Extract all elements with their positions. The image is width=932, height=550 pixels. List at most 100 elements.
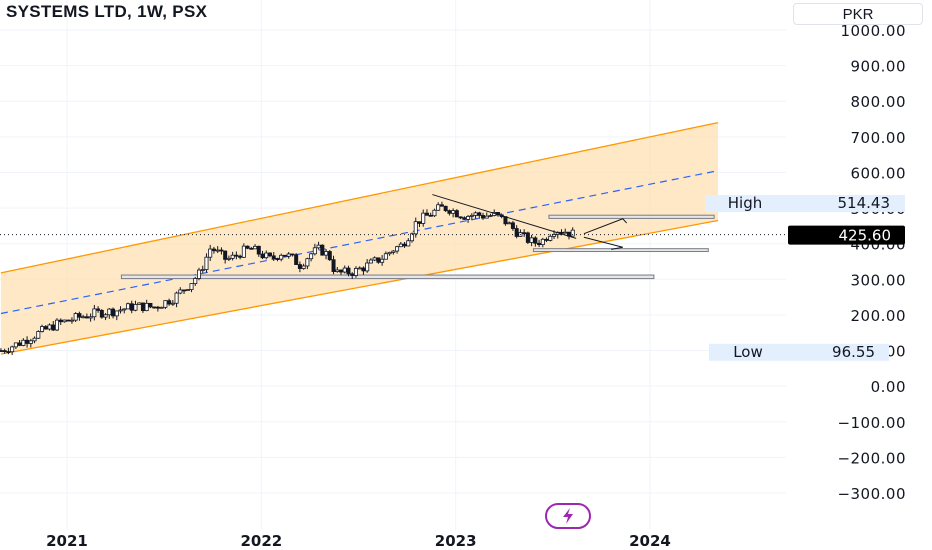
candle-body (439, 204, 444, 207)
candle-body (350, 273, 355, 276)
candle-body (114, 310, 119, 317)
candle-body (88, 316, 93, 319)
candlestick-series (0, 201, 575, 356)
high-label: High (728, 194, 762, 212)
candle-body (163, 300, 168, 308)
candle-body (312, 247, 317, 255)
candle-body (96, 308, 101, 311)
candle-body (40, 326, 45, 332)
candle-body (301, 265, 306, 269)
candle-body (32, 337, 37, 342)
candle-body (406, 240, 411, 247)
candle-body (238, 255, 243, 258)
candle-body (245, 245, 250, 249)
candle-body (36, 331, 41, 339)
candle-body (357, 267, 362, 270)
y-tick-label: −100.00 (837, 414, 906, 432)
candle-body (92, 308, 97, 318)
channel-mid-line (0, 170, 719, 315)
candle-body (111, 308, 116, 317)
candle-body (286, 253, 291, 257)
candle-body (178, 289, 183, 294)
candle-body (66, 319, 71, 322)
candle-body (451, 210, 456, 214)
candle-body (17, 342, 22, 346)
candle-body (570, 229, 575, 237)
candle-body (223, 250, 228, 260)
last-price-value: 425.60 (839, 227, 892, 245)
candle-body (249, 247, 254, 250)
candle-body (133, 304, 138, 311)
candle-body (398, 243, 403, 248)
high-value: 514.43 (838, 194, 891, 212)
candle-body (62, 319, 67, 323)
candle-body (294, 254, 299, 265)
candle-body (28, 340, 33, 344)
price-axis[interactable]: 1000.00900.00800.00700.00600.00500.00400… (837, 22, 906, 503)
candle-body (522, 232, 527, 235)
candle-body (563, 231, 568, 234)
candle-body (481, 215, 486, 219)
candle-body (6, 351, 11, 353)
support-zones (120, 214, 715, 280)
candle-body (264, 252, 269, 259)
candle-body (462, 217, 467, 220)
candle-body (182, 289, 187, 292)
time-axis[interactable]: 2021 2022 2023 2024 (46, 532, 671, 550)
candle-body (488, 215, 493, 217)
candle-body (241, 245, 246, 258)
candle-body (544, 238, 549, 241)
tradingview-logo[interactable] (545, 503, 591, 529)
y-tick-label: 700.00 (851, 129, 907, 147)
y-tick-label: 800.00 (851, 93, 907, 111)
candle-body (144, 302, 149, 312)
candle-body (43, 326, 48, 330)
candle-body (395, 246, 400, 252)
candle-body (253, 245, 258, 250)
candle-body (137, 302, 142, 305)
candle-body (21, 339, 26, 346)
candle-body (81, 316, 86, 319)
candle-body (13, 342, 18, 348)
x-tick-label: 2024 (629, 532, 671, 550)
candle-body (417, 221, 422, 224)
candle-body (548, 235, 553, 241)
candle-body (507, 222, 512, 225)
last-price-bg (788, 225, 905, 245)
y-tick-label: 1000.00 (840, 22, 906, 40)
candle-body (129, 303, 134, 311)
candle-body (324, 251, 329, 256)
x-tick-label: 2022 (240, 532, 282, 550)
candle-body (167, 300, 172, 305)
candle-body (155, 306, 160, 309)
candle-body (477, 212, 482, 216)
candle-body (454, 210, 459, 218)
high-label-bg (705, 194, 905, 212)
candle-body (473, 212, 478, 216)
projection-arrow (583, 218, 628, 235)
support-zone (532, 248, 709, 253)
candle-body (484, 215, 489, 219)
chart-title: SYSTEMS LTD, 1W, PSX (6, 2, 208, 21)
candle-body (118, 309, 123, 312)
candle-body (342, 267, 347, 273)
candle-body (25, 339, 30, 344)
candle-body (559, 231, 564, 234)
currency-selector[interactable]: PKR (793, 3, 923, 25)
candle-body (331, 259, 336, 272)
candle-body (211, 248, 216, 252)
candle-body (103, 314, 108, 318)
candle-body (443, 205, 448, 212)
support-zone (120, 274, 655, 280)
y-tick-label: −300.00 (837, 485, 906, 503)
candle-body (537, 242, 542, 246)
candle-body (107, 308, 112, 316)
candle-body (368, 259, 373, 264)
candle-body (189, 283, 194, 290)
candle-body (327, 251, 332, 261)
candle-body (215, 249, 220, 252)
regression-channel (0, 121, 719, 355)
candle-body (271, 255, 276, 259)
candle-body (152, 306, 157, 309)
